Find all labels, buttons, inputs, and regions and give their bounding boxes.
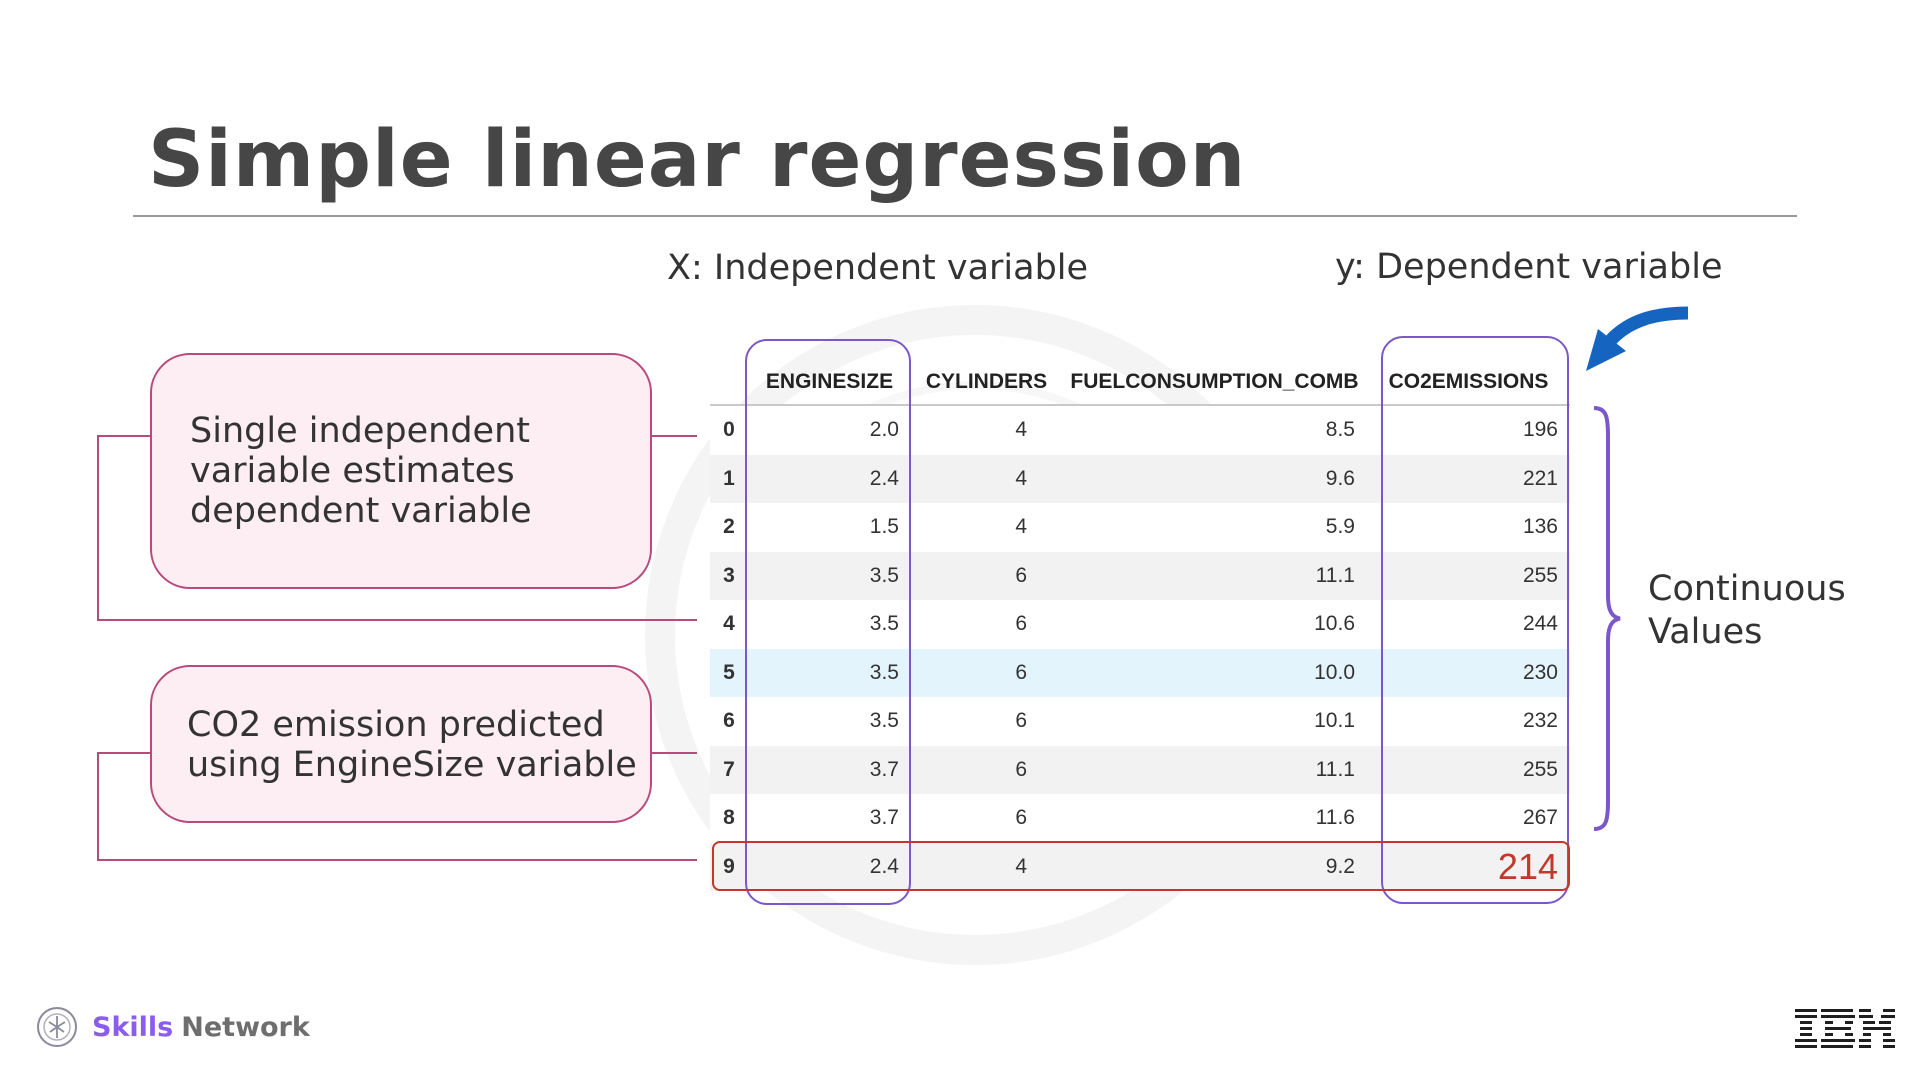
table-row: 4 3.5 6 10.6 244 (710, 600, 1570, 649)
header-cylinders: CYLINDERS (911, 360, 1062, 406)
cell-cylinders: 6 (911, 600, 1062, 649)
cell-co2emissions: 136 (1367, 503, 1570, 552)
callout-1-line-3: dependent variable (190, 491, 532, 531)
table-row: 6 3.5 6 10.1 232 (710, 697, 1570, 746)
cell-cylinders: 6 (911, 648, 1062, 697)
table-header-row: ENGINESIZE CYLINDERS FUELCONSUMPTION_COM… (710, 360, 1570, 406)
predicted-row-highlight (712, 841, 1570, 891)
brand-network-text: Network (181, 1011, 310, 1043)
cell-co2emissions: 196 (1367, 405, 1570, 455)
table-row: 2 1.5 4 5.9 136 (710, 503, 1570, 552)
cell-fuelconsumption: 10.0 (1062, 648, 1367, 697)
cell-enginesize: 3.7 (748, 745, 911, 794)
cell-co2emissions: 255 (1367, 551, 1570, 600)
table-row: 1 2.4 4 9.6 221 (710, 454, 1570, 503)
row-index: 4 (710, 600, 748, 649)
table-row: 7 3.7 6 11.1 255 (710, 745, 1570, 794)
co2emissions-column-highlight (1381, 336, 1569, 904)
header-index (710, 360, 748, 406)
cell-fuelconsumption: 10.1 (1062, 697, 1367, 746)
brand-skills-text: Skills (92, 1011, 174, 1043)
cell-cylinders: 6 (911, 697, 1062, 746)
cell-co2emissions: 221 (1367, 454, 1570, 503)
cell-enginesize: 3.5 (748, 551, 911, 600)
title-divider (133, 215, 1797, 217)
cell-co2emissions: 255 (1367, 745, 1570, 794)
header-co2emissions: CO2EMISSIONS (1367, 360, 1570, 406)
table-row-highlighted: 5 3.5 6 10.0 230 (710, 648, 1570, 697)
row-index: 9 (710, 842, 748, 891)
right-curly-brace-icon (1593, 406, 1621, 831)
row-index: 6 (710, 697, 748, 746)
fuel-consumption-table: ENGINESIZE CYLINDERS FUELCONSUMPTION_COM… (710, 360, 1570, 891)
header-enginesize: ENGINESIZE (748, 360, 911, 406)
continuous-values-label: Continuous Values (1648, 568, 1846, 654)
callout-co2-prediction: CO2 emission predicted using EngineSize … (150, 665, 652, 823)
cell-co2emissions: 232 (1367, 697, 1570, 746)
cell-fuelconsumption: 10.6 (1062, 600, 1367, 649)
table-row-predicted: 9 2.4 4 9.2 214 (710, 842, 1570, 891)
callout-2-line-2: using EngineSize variable (187, 745, 637, 785)
header-fuelconsumption: FUELCONSUMPTION_COMB (1062, 360, 1367, 406)
row-index: 3 (710, 551, 748, 600)
cell-fuelconsumption: 9.2 (1062, 842, 1367, 891)
curved-arrow-icon (1586, 306, 1689, 371)
row-index: 1 (710, 454, 748, 503)
cell-cylinders: 4 (911, 454, 1062, 503)
row-index: 0 (710, 405, 748, 455)
callout-1-line-1: Single independent (190, 411, 530, 451)
continuous-label-line-1: Continuous (1648, 569, 1846, 609)
cell-cylinders: 4 (911, 503, 1062, 552)
cell-fuelconsumption: 9.6 (1062, 454, 1367, 503)
skills-network-logo-icon (37, 1007, 77, 1047)
cell-fuelconsumption: 11.1 (1062, 745, 1367, 794)
callout-1-line-2: variable estimates (190, 451, 515, 491)
cell-enginesize: 3.5 (748, 697, 911, 746)
cell-cylinders: 6 (911, 745, 1062, 794)
row-index: 8 (710, 794, 748, 843)
cell-co2emissions: 230 (1367, 648, 1570, 697)
cell-co2emissions: 244 (1367, 600, 1570, 649)
row-index: 2 (710, 503, 748, 552)
cell-fuelconsumption: 8.5 (1062, 405, 1367, 455)
cell-cylinders: 4 (911, 842, 1062, 891)
cell-enginesize: 2.4 (748, 842, 911, 891)
callout-2-line-1: CO2 emission predicted (187, 705, 605, 745)
cell-cylinders: 6 (911, 794, 1062, 843)
cell-cylinders: 6 (911, 551, 1062, 600)
callout-single-variable: Single independent variable estimates de… (150, 353, 652, 589)
row-index: 7 (710, 745, 748, 794)
cell-cylinders: 4 (911, 405, 1062, 455)
cell-enginesize: 3.7 (748, 794, 911, 843)
x-variable-label: X: Independent variable (667, 248, 1089, 288)
continuous-label-line-2: Values (1648, 612, 1763, 652)
cell-enginesize: 2.0 (748, 405, 911, 455)
cell-enginesize: 2.4 (748, 454, 911, 503)
cell-fuelconsumption: 5.9 (1062, 503, 1367, 552)
enginesize-column-highlight (745, 339, 911, 905)
row-index: 5 (710, 648, 748, 697)
table-row: 3 3.5 6 11.1 255 (710, 551, 1570, 600)
table-row: 8 3.7 6 11.6 267 (710, 794, 1570, 843)
skills-network-brand: Skills Network (36, 1005, 310, 1049)
cell-enginesize: 3.5 (748, 648, 911, 697)
ibm-logo-icon (1795, 1009, 1895, 1048)
cell-co2emissions: 267 (1367, 794, 1570, 843)
cell-fuelconsumption: 11.1 (1062, 551, 1367, 600)
cell-enginesize: 1.5 (748, 503, 911, 552)
cell-fuelconsumption: 11.6 (1062, 794, 1367, 843)
cell-enginesize: 3.5 (748, 600, 911, 649)
slide-title: Simple linear regression (148, 115, 1247, 205)
table-row: 0 2.0 4 8.5 196 (710, 405, 1570, 455)
y-variable-label: y: Dependent variable (1335, 247, 1723, 287)
